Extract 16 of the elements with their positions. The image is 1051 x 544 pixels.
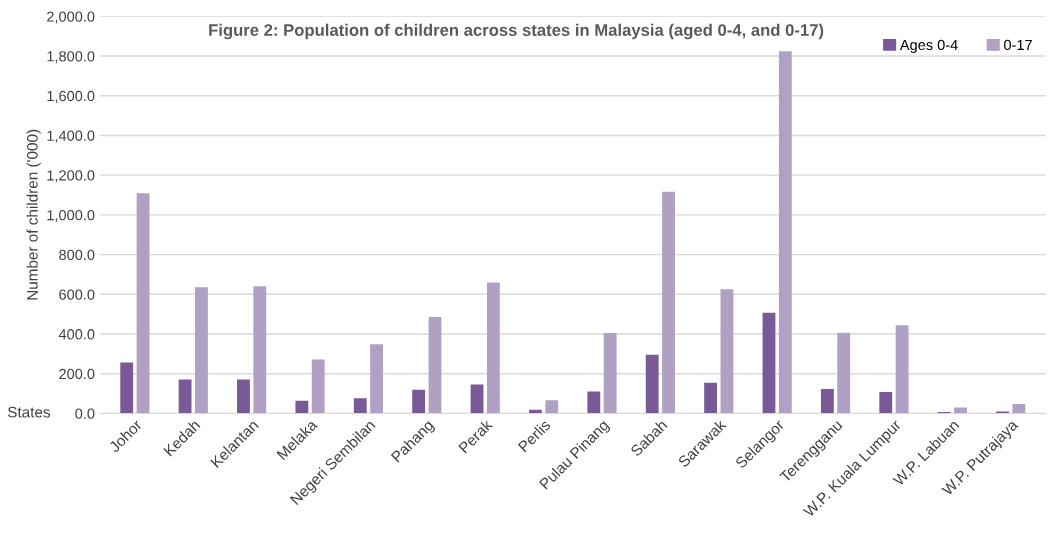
y-tick-label: 1,200.0 (47, 170, 95, 183)
y-tick-label: 200.0 (59, 368, 95, 380)
y-tick-label: 400.0 (58, 329, 95, 340)
y-axis-title: Number of children ('000) (26, 129, 41, 300)
y-tick-label: 0.0 (75, 408, 95, 419)
x-axis-title: States (7, 406, 51, 418)
y-tick-label: 2,000.0 (47, 11, 95, 24)
y-tick-label: 1,600.0 (47, 90, 95, 103)
legend-label: 0-17 (1004, 39, 1032, 51)
y-tick-label: 1,800.0 (47, 51, 95, 64)
legend-label: Ages 0-4 (899, 39, 958, 53)
chart-title: Figure 2: Population of children across states in Malaysia (aged 0-4, and 0-17) (209, 23, 824, 40)
y-tick-label: 600.0 (59, 289, 95, 300)
y-tick-label: 800.0 (59, 249, 95, 261)
y-tick-label: 1,000.0 (47, 209, 95, 223)
y-tick-label: 1,400.0 (47, 130, 95, 143)
